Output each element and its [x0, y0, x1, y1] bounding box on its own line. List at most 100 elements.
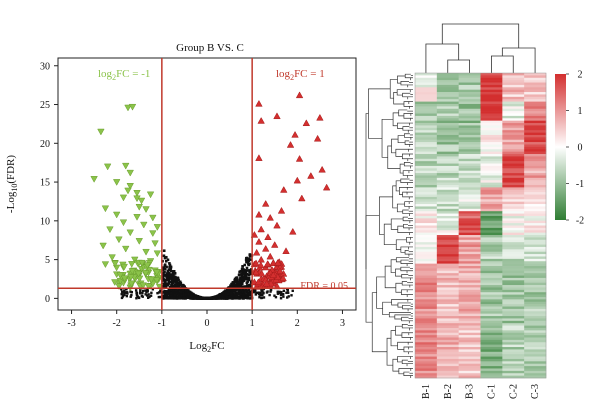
ns-point [205, 297, 208, 300]
ns-point [269, 288, 273, 291]
heatmap-cell [502, 177, 525, 181]
heatmap-cell [415, 227, 438, 231]
ns-point [121, 295, 125, 298]
heatmap-cell [502, 330, 525, 334]
down-point [134, 270, 143, 278]
heatmap-cell [436, 296, 459, 300]
ns-point [247, 262, 250, 266]
heatmap-cell [436, 118, 459, 121]
ns-point [163, 270, 166, 273]
ns-point [144, 289, 147, 292]
heatmap-cell [480, 125, 503, 129]
heatmap-cell [436, 370, 459, 374]
heatmap-cell [415, 308, 438, 312]
heatmap-cell [415, 239, 438, 243]
heatmap-cell [436, 254, 459, 257]
heatmap-cell [480, 77, 503, 81]
heatmap-cell [458, 287, 481, 291]
heatmap-cell [458, 280, 481, 283]
heatmap-cell [436, 330, 459, 334]
y-tick-label: 30 [40, 61, 50, 72]
heatmap-cell [436, 313, 459, 317]
heatmap-cell [415, 201, 438, 205]
heatmap-cell [436, 144, 459, 148]
ns-point [224, 291, 227, 295]
heatmap-cell [502, 227, 525, 231]
heatmap-cell [436, 266, 459, 269]
heatmap-cell [524, 201, 547, 205]
heatmap-cell [415, 211, 438, 214]
heatmap-cell [458, 273, 481, 276]
heatmap-cell [458, 342, 481, 345]
heatmap-cell [436, 280, 459, 283]
heatmap-cell [524, 301, 547, 305]
heatmap-cell [458, 263, 481, 267]
heatmap-cell [458, 165, 481, 169]
heatmap-cell [436, 304, 459, 307]
heatmap-cell [458, 108, 481, 112]
heatmap-cell [502, 149, 525, 152]
ns-point [161, 276, 165, 280]
up-point [271, 241, 279, 248]
ns-point [165, 291, 168, 295]
heatmap-cell [524, 282, 547, 286]
heatmap-cell [480, 306, 503, 310]
heatmap-cell [436, 192, 459, 195]
heatmap-cell [524, 292, 547, 295]
heatmap-cell [415, 289, 438, 293]
heatmap-cell [458, 313, 481, 317]
heatmap-cell [458, 330, 481, 334]
heatmap-cell [480, 266, 503, 269]
ns-point [222, 293, 225, 296]
heatmap-cell [502, 301, 525, 305]
heatmap-cell [502, 75, 525, 79]
heatmap-cell [480, 99, 503, 102]
ns-point [185, 293, 189, 296]
heatmap-cell [415, 96, 438, 100]
heatmap-cell [436, 123, 459, 126]
heatmap-cell [458, 204, 481, 207]
heatmap-cell [524, 344, 547, 348]
up-point [254, 278, 263, 286]
heatmap-cell [436, 218, 459, 222]
heatmap-cell [524, 249, 547, 253]
ns-point [166, 277, 169, 281]
heatmap-cell [458, 327, 481, 331]
heatmap-cell [458, 137, 481, 141]
heatmap-cell [480, 370, 503, 374]
ns-point [162, 273, 165, 277]
ns-point [129, 295, 132, 298]
heatmap-cell [480, 211, 503, 214]
heatmap-cell [458, 168, 481, 171]
heatmap-cell [502, 113, 525, 117]
heatmap-cell [524, 268, 547, 272]
ns-point [157, 295, 161, 299]
ns-point [173, 284, 176, 288]
ns-point [137, 296, 140, 299]
ns-point [241, 288, 245, 292]
heatmap-cell [436, 354, 459, 357]
heatmap-cell [480, 206, 503, 210]
down-point [120, 275, 129, 283]
heatmap-cell [524, 227, 547, 231]
heatmap-cell [502, 287, 525, 291]
up-point [273, 112, 281, 120]
down-point [128, 103, 137, 111]
ns-point [239, 269, 243, 273]
heatmap-cell [458, 323, 481, 326]
ns-point [177, 291, 180, 294]
ns-point [179, 290, 183, 294]
heatmap-cell [480, 235, 503, 238]
heatmap-cell [458, 173, 481, 176]
heatmap-cell [436, 208, 459, 212]
ns-point [219, 293, 222, 297]
heatmap-cell [458, 123, 481, 126]
ns-point [129, 290, 132, 293]
up-point [276, 267, 284, 274]
heatmap-cell [502, 258, 525, 262]
heatmap-cell [524, 132, 547, 136]
heatmap-cell [480, 356, 503, 360]
heatmap-cell [480, 199, 503, 202]
heatmap-cell [502, 103, 525, 107]
ns-point [194, 296, 197, 300]
